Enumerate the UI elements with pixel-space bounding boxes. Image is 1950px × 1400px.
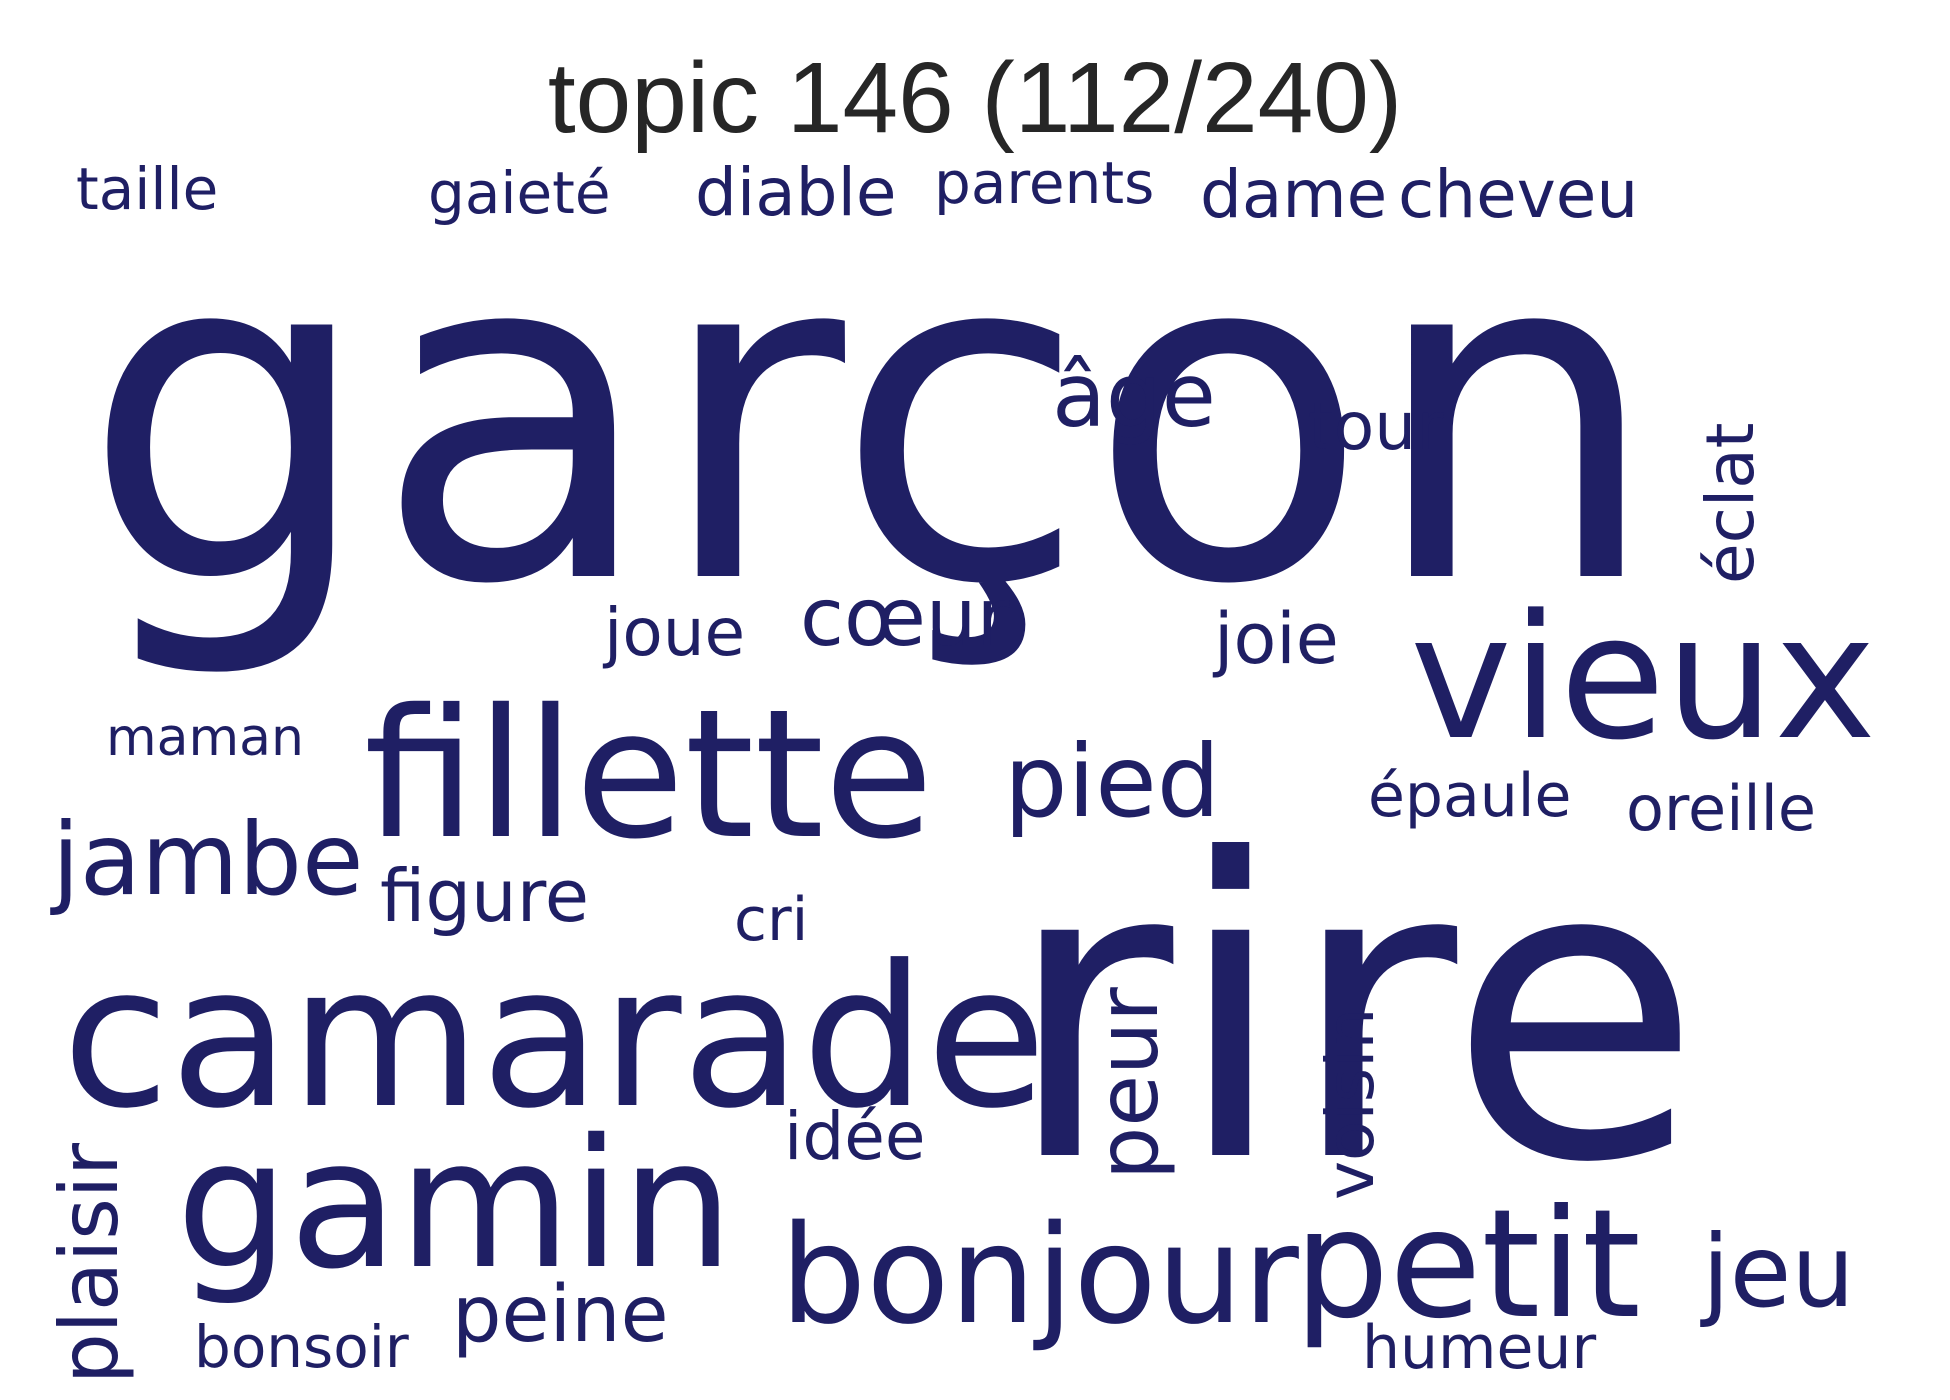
word-diable: diable — [695, 154, 897, 231]
word-voisin: voisin — [1312, 1007, 1389, 1200]
word-oreille: oreille — [1626, 772, 1817, 845]
word-rire: rire — [1004, 774, 1702, 1253]
word-bonsoir: bonsoir — [194, 1313, 409, 1381]
word-jeu: jeu — [1702, 1213, 1855, 1330]
word-figure: figure — [380, 854, 590, 938]
word-pied: pied — [1004, 723, 1221, 840]
word-age: âge — [1052, 344, 1216, 447]
word-jambe: jambe — [52, 801, 364, 918]
word-idee: idée — [784, 1098, 926, 1175]
word-petit: petit — [1294, 1178, 1641, 1352]
word-taille: taille — [76, 155, 219, 223]
word-plaisir: plaisir — [43, 1142, 136, 1384]
word-maman: maman — [106, 708, 304, 768]
word-joie: joie — [1214, 598, 1339, 680]
word-peine: peine — [452, 1270, 669, 1360]
word-joue: joue — [604, 594, 746, 671]
word-bonjour: bonjour — [780, 1197, 1299, 1355]
word-gamin: gamin — [176, 1101, 734, 1308]
word-fillette: fillette — [364, 671, 934, 878]
word-vieux: vieux — [1410, 577, 1877, 778]
word-camarade: camarade — [62, 924, 1047, 1152]
word-cheveu: cheveu — [1398, 156, 1639, 233]
word-garcon: garçon — [82, 150, 1661, 685]
word-epaule: épaule — [1368, 761, 1572, 831]
word-cri: cri — [734, 885, 809, 955]
word-coeur: cœur — [800, 571, 1010, 664]
cloud-title: topic 146 (112/240) — [547, 42, 1403, 154]
word-gaiete: gaieté — [428, 159, 611, 227]
word-peur: peur — [1079, 987, 1177, 1180]
word-humeur: humeur — [1362, 1313, 1597, 1383]
word-eclat: éclat — [1692, 422, 1769, 584]
word-tour: tour — [1308, 388, 1444, 465]
word-parents: parents — [934, 149, 1155, 217]
word-dame: dame — [1200, 156, 1388, 233]
